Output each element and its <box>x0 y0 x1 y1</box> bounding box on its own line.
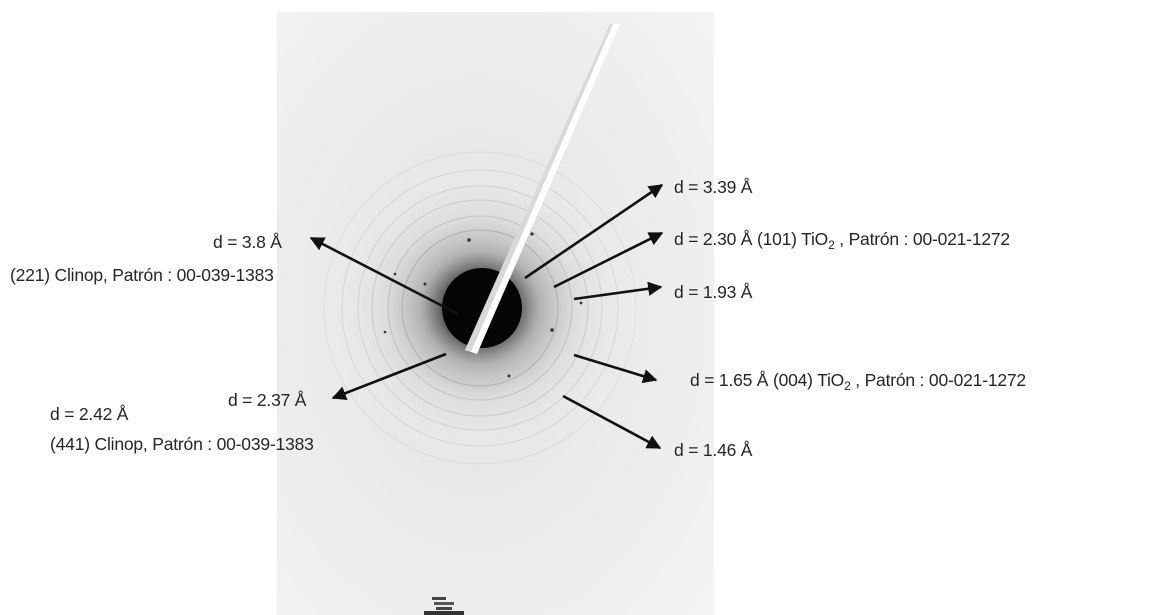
arrow-d165 <box>573 353 658 384</box>
label-d146: d = 1.46 Å <box>674 440 753 460</box>
label-d165: d = 1.65 Å (004) TiO2 , Patrón : 00-021-… <box>690 370 1026 393</box>
label-d237: d = 2.37 Å <box>228 390 307 410</box>
label-d165-reference: , Patrón : 00-021-1272 <box>850 370 1026 390</box>
diffraction-pattern-image <box>277 12 714 615</box>
arrow-d146 <box>562 394 662 450</box>
label-d230: d = 2.30 Å (101) TiO2 , Patrón : 00-021-… <box>674 229 1010 252</box>
diffraction-spots <box>383 232 583 378</box>
label-d230-reference: , Patrón : 00-021-1272 <box>834 229 1010 249</box>
label-d193: d = 1.93 Å <box>674 282 753 302</box>
instrument-stamp <box>424 597 464 615</box>
arrow-d230 <box>553 231 664 289</box>
label-clinop-441: (441) Clinop, Patrón : 00-039-1383 <box>50 434 314 454</box>
arrow-d38 <box>309 236 459 316</box>
arrow-d237 <box>331 352 447 400</box>
label-clinop-221: (221) Clinop, Patrón : 00-039-1383 <box>10 265 274 285</box>
label-d165-plane: (004) TiO <box>772 370 845 390</box>
label-d230-plane: (101) TiO <box>756 229 829 249</box>
label-d230-subscript: 2 <box>828 238 835 252</box>
label-d339: d = 3.39 Å <box>674 177 753 197</box>
label-d242: d = 2.42 Å <box>50 404 129 424</box>
label-d38: d = 3.8 Å <box>213 232 282 252</box>
arrow-d339 <box>524 183 664 280</box>
label-d165-subscript: 2 <box>844 379 851 393</box>
arrow-d193 <box>573 281 663 301</box>
